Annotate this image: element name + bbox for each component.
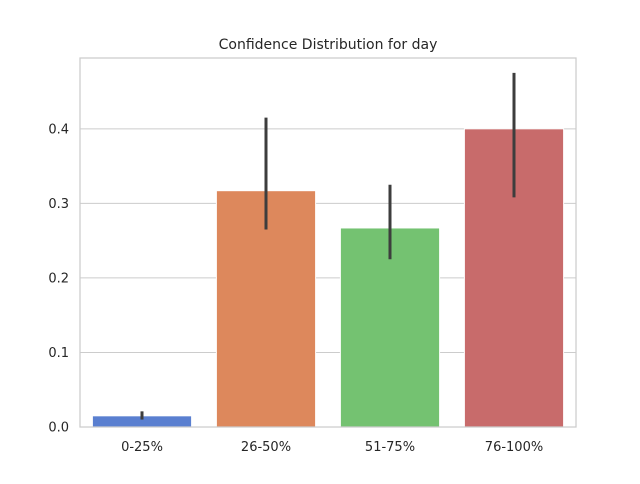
y-tick-label: 0.4 [48,122,69,137]
y-tick-label: 0.3 [48,197,69,212]
x-tick-label: 76-100% [485,440,543,455]
y-axis-ticks: 0.0 0.1 0.2 0.3 0.4 [48,122,69,435]
y-tick-label: 0.2 [48,271,69,286]
y-tick-label: 0.0 [48,421,69,436]
plot-frame [79,57,577,428]
bars [91,128,565,428]
error-bars [140,72,516,420]
x-tick-label: 51-75% [365,440,415,455]
x-tick-label: 26-50% [241,440,291,455]
y-tick-label: 0.1 [48,346,69,361]
chart-title: Confidence Distribution for day [219,37,438,53]
bar [339,227,441,428]
x-tick-label: 0-25% [121,440,163,455]
x-axis-ticks: 0-25% 26-50% 51-75% 76-100% [121,440,543,455]
